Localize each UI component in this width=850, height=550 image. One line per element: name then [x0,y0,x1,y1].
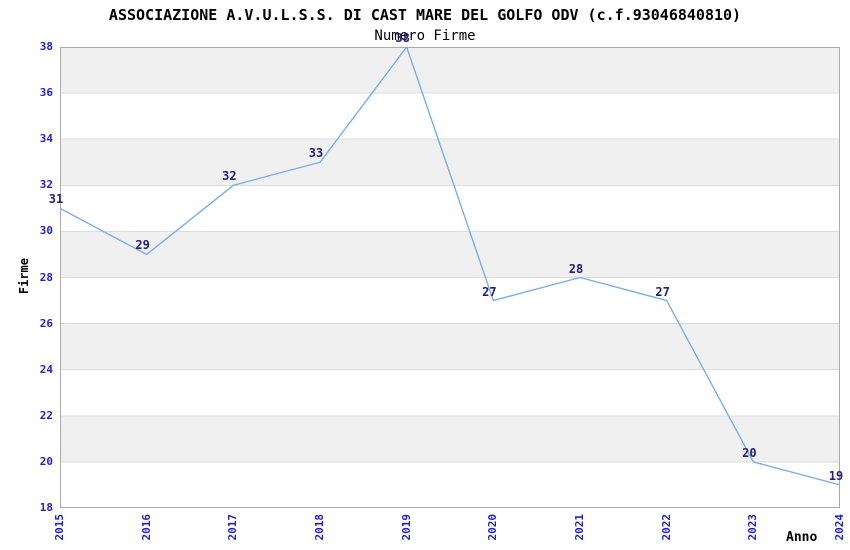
x-tick-label: 2021 [573,514,586,541]
x-tick-label: 2018 [313,514,326,541]
x-tick-label: 2016 [139,514,153,541]
plot-area [60,47,840,508]
value-label: 38 [395,31,410,45]
chart-subtitle: Numero Firme [374,28,476,44]
y-tick-label: 26 [39,316,53,330]
plot-svg [60,47,840,508]
y-tick-label: 22 [39,408,53,422]
y-tick-label: 34 [39,132,53,146]
value-label: 19 [828,468,844,483]
alt-band [60,323,840,370]
y-tick-label: 32 [39,178,53,192]
alt-band [60,415,840,462]
x-axis-label: Anno [786,530,818,545]
value-label: 20 [742,445,757,460]
alt-band [60,139,840,186]
value-label: 32 [222,169,237,184]
series-line [60,47,840,486]
plot-border [60,47,840,508]
alt-band [60,47,840,94]
x-tick-label: 2023 [746,514,760,541]
chart-title: ASSOCIAZIONE A.V.U.L.S.S. DI CAST MARE D… [108,6,742,24]
x-tick-label: 2024 [833,514,846,541]
y-tick-label: 20 [39,454,53,468]
x-tick-label: 2020 [486,514,500,541]
x-tick-label: 2022 [659,514,673,541]
y-tick-label: 38 [39,40,53,53]
value-label: 27 [655,284,670,299]
y-tick-label: 30 [39,224,53,238]
value-label: 33 [308,146,324,161]
value-label: 28 [568,261,584,276]
x-tick-label: 2015 [53,514,66,541]
y-tick-label: 24 [39,362,53,376]
alt-band [60,231,840,278]
y-tick-label: 18 [39,501,53,514]
value-label: 31 [48,192,64,207]
x-tick-label: 2019 [399,514,413,541]
y-tick-label: 28 [39,270,53,284]
value-label: 29 [135,238,150,253]
x-tick-label: 2017 [226,514,240,541]
value-label: 27 [482,284,497,299]
y-tick-label: 36 [39,86,53,100]
